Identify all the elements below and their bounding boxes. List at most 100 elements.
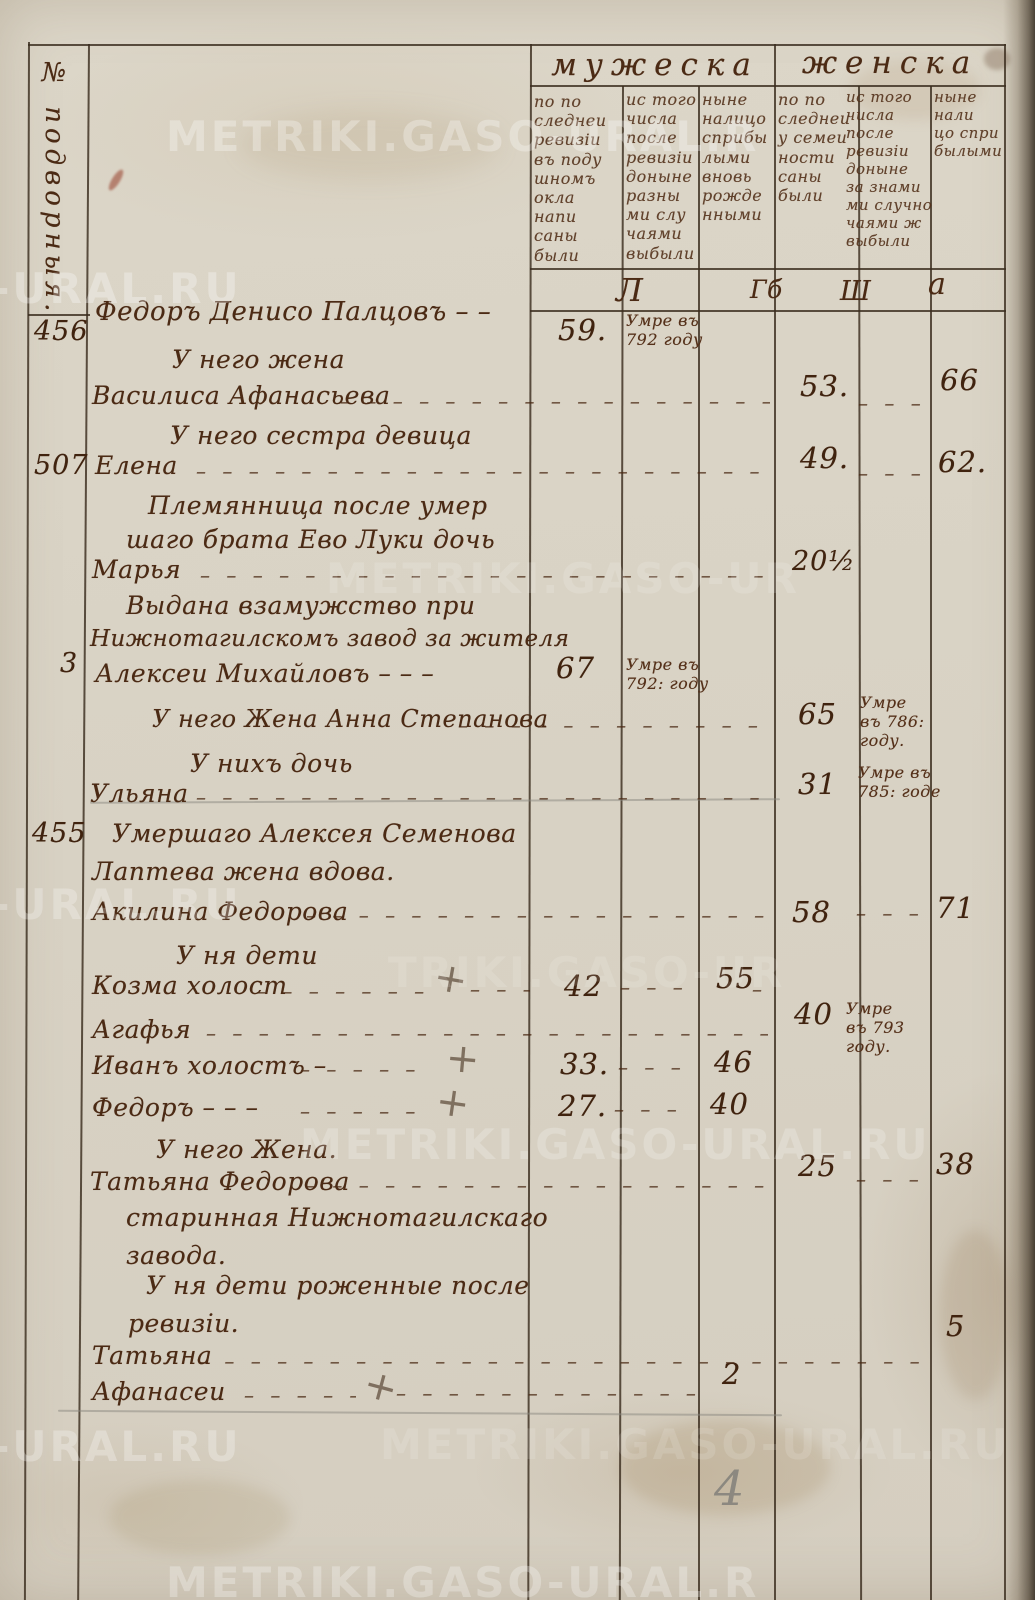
age-value: 67 [556,651,595,685]
paper-stain [940,1230,1010,1400]
age-value: 40 [794,997,833,1031]
household-number: 456 [34,316,89,347]
col-header-female-3: ныне нали цо спри былыми [934,88,1003,160]
col-header-male-2: ис того числа после ревизіи доныне разны… [626,90,697,263]
page-edge-shadow [1003,0,1035,1600]
table-rule-vertical [774,44,776,1600]
dash-run: – – – – – – – – – – – – – – – – – – – – … [196,786,768,809]
paper-stain [240,110,500,180]
col-header-female-2: ис того числа после ревизіи доныне за зн… [846,88,933,250]
dash-run: – – – [470,978,530,1001]
death-note: Умре въ 786: году. [860,693,925,750]
pencil-line [58,1409,782,1417]
age-value: 31 [798,767,837,801]
entry-name: Татьяна [92,1341,213,1370]
age-value: 66 [940,363,979,397]
household-number: 507 [34,450,89,481]
household-number: 455 [32,818,87,849]
dash-run: – – – – – – – – – – – – – – – – – – – – … [206,1022,768,1045]
entry-text: старинная Нижнотагилскаго [126,1203,549,1232]
dash-run: – – – [858,462,926,485]
dash-run: – – – [618,1056,686,1079]
entry-name: Афанасеи [92,1377,226,1406]
entry-text: У него Жена. [156,1135,338,1164]
col-header-male-3: ныне налицо сприбы лыми вновь рожде нным… [702,90,768,225]
table-rule-horizontal [530,268,1006,270]
watermark-mid-4: METRIKI.GASO-URAL.RU [380,1420,1011,1469]
column-letter: Гб [750,275,783,304]
age-value: 5 [946,1309,966,1343]
dash-run: – – – – – – – – – – – – – – – – – – – – … [198,1350,924,1373]
age-value: 49. [800,441,850,475]
entry-name: Ульяна [90,779,189,808]
cross-mark: + [444,1034,482,1084]
dash-run: – – – – – – – – – – – – – – [458,714,768,737]
watermark-left-2: -URAL.RU [0,880,242,929]
paper-stain [620,1420,830,1515]
dash-run: – – – [614,1098,682,1121]
table-rule-vertical [698,86,700,1600]
age-value: 58 [792,895,831,929]
table-rule-horizontal [28,314,90,316]
dash-run: – – – [620,976,688,999]
entry-name: Марья [92,555,182,584]
watermark-mid-2: TRIKI.GASO-UR [388,948,786,997]
table-rule-horizontal [530,310,1006,312]
age-value: 53. [800,369,850,403]
age-value: 38 [936,1147,975,1181]
dash-run: – – – – – – – – – – – – – – – – – – – – … [196,460,768,483]
paper-stain [850,60,980,120]
household-number: 3 [60,648,79,679]
column-letter: Ш [840,276,872,307]
watermark-mid-3: METRIKI.GASO-URAL.RU [300,1120,931,1169]
table-rule-horizontal [28,44,1006,46]
age-value: 20½ [792,546,856,577]
dash-run: – – – [856,902,924,925]
entry-name: Иванъ холостъ – [92,1051,327,1080]
dash-run: – – – – – – – – – – – – – – – – – – – – … [340,390,770,413]
dash-run: – – – – – – – – – – – – – – – – – – – – [306,1174,772,1197]
entry-text: У ня дети роженные после [146,1271,530,1300]
entry-text: шаго брата Ево Луки дочь [126,525,496,554]
col-header-male-1: по по следнеи ревизіи въ поду шномъ окла… [534,92,607,265]
entry-text: Выдана взамужство при [126,591,476,620]
watermark-left-1: -URAL.RU [0,264,242,313]
death-note: Умре въ 792: году [626,655,709,693]
entry-text: У него сестра девица [170,421,472,450]
entry-name: Федоръ Денисо Палцовъ – – [95,297,492,327]
entry-name: Алексеи Михайловъ – – – [95,659,435,688]
death-note: Умре въ 793 году. [846,999,905,1056]
age-value: 2 [722,1357,742,1391]
age-value: 59. [558,313,608,347]
entry-text: У него жена [172,345,345,374]
age-value: 55 [716,961,755,995]
entry-text: Нижнотагилскомъ завод за жителя [90,626,570,652]
watermark-mid-1: METRIKI.GASO-UR [326,554,800,603]
entry-name: Козма холост [92,971,288,1000]
dash-run: – – – – – – [300,1058,432,1081]
dash-run: – – – – – – – – – – – – – – – – – – – – [306,904,768,927]
paper-stain [110,1480,290,1555]
age-value: 33. [560,1047,610,1081]
entry-text: завода. [126,1241,227,1270]
dash-run: – – – – – – – – – – – – – [396,1382,696,1405]
column-letter: а [928,267,947,302]
entry-text: У ня дети [176,941,318,970]
entry-text: Умершаго Алексея Семенова [112,819,517,848]
entry-name: Василиса Афанасьева [92,381,391,410]
entry-name: Елена [95,451,178,480]
death-note: Умре въ 785: годе [858,763,941,801]
household-number-column-label: № подворныя. [38,58,69,317]
watermark-left-3: -URAL.RU [0,1422,242,1471]
entry-name: Федоръ – – – [92,1093,259,1122]
watermark-top: METRIKI.GASO-URAL.R [166,112,760,161]
age-value: 40 [710,1087,749,1121]
entry-text: У нихъ дочь [190,749,353,778]
age-value: 42 [564,969,603,1003]
age-value: 71 [936,891,975,925]
entry-text: ревизіи. [128,1309,240,1338]
age-value: 27. [558,1089,608,1123]
age-value: 46 [714,1045,753,1079]
paper-stain [106,167,126,193]
